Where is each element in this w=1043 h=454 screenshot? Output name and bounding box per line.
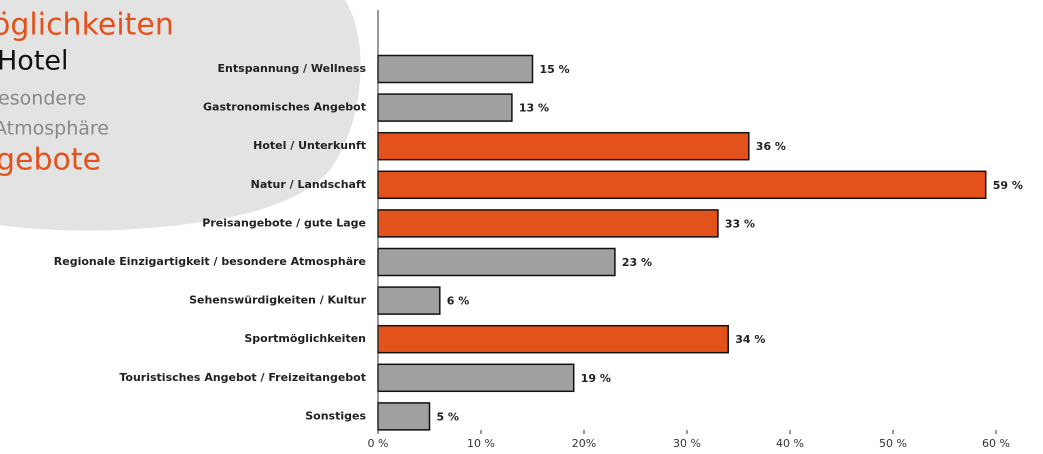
bar bbox=[377, 93, 513, 122]
value-label: 33 % bbox=[725, 217, 755, 230]
x-tick-label: 30 % bbox=[673, 437, 701, 450]
value-label: 5 % bbox=[437, 410, 460, 423]
bar bbox=[377, 286, 441, 315]
value-label: 19 % bbox=[581, 372, 611, 385]
bar bbox=[377, 402, 431, 431]
x-tick-label: 20% bbox=[572, 437, 596, 450]
background-word: gebote bbox=[0, 143, 101, 178]
value-label: 6 % bbox=[447, 295, 470, 308]
y-tick-label: Sonstiges bbox=[305, 409, 366, 422]
background-blob bbox=[0, 0, 361, 231]
x-tick-label: 60 % bbox=[982, 437, 1010, 450]
background-word: Atmosphäre bbox=[0, 118, 109, 140]
x-tick-label: 40 % bbox=[776, 437, 804, 450]
bar bbox=[377, 170, 987, 200]
y-tick-label: Gastronomisches Angebot bbox=[203, 101, 366, 114]
y-tick-label: Natur / Landschaft bbox=[251, 178, 366, 191]
background-word: Hotel bbox=[0, 46, 69, 77]
y-tick-label: Hotel / Unterkunft bbox=[253, 139, 366, 152]
bar bbox=[377, 54, 534, 84]
value-label: 34 % bbox=[735, 333, 765, 346]
value-label: 13 % bbox=[519, 102, 549, 115]
bar bbox=[377, 363, 575, 393]
value-label: 59 % bbox=[993, 179, 1023, 192]
value-label: 15 % bbox=[540, 63, 570, 76]
background-word: öglichkeiten bbox=[0, 8, 174, 43]
y-tick-label: Sportmöglichkeiten bbox=[244, 332, 366, 345]
bar bbox=[377, 131, 750, 161]
bar bbox=[377, 247, 616, 277]
value-label: 36 % bbox=[756, 140, 786, 153]
y-tick-label: Preisangebote / gute Lage bbox=[202, 216, 366, 229]
value-label: 23 % bbox=[622, 256, 652, 269]
y-tick-label: Regionale Einzigartigkeit / besondere At… bbox=[54, 255, 366, 268]
background-word: besondere bbox=[0, 88, 86, 110]
y-tick-label: Entspannung / Wellness bbox=[218, 62, 367, 75]
x-tick-label: 0 % bbox=[368, 437, 389, 450]
bar bbox=[377, 324, 729, 354]
y-tick-label: Touristisches Angebot / Freizeitangebot bbox=[119, 371, 366, 384]
y-tick-label: Sehenswürdigkeiten / Kultur bbox=[189, 294, 366, 307]
x-tick-label: 10 % bbox=[467, 437, 495, 450]
x-tick-label: 50 % bbox=[879, 437, 907, 450]
bar bbox=[377, 209, 719, 238]
